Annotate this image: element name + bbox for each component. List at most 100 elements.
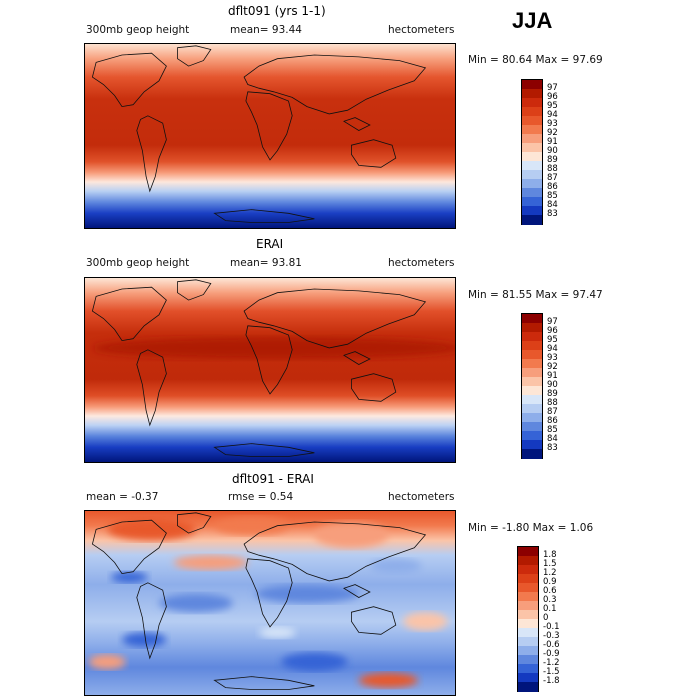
colorbar-cell — [518, 556, 538, 566]
colorbar-cell — [518, 583, 538, 593]
colorbar-tick-label: 86 — [547, 181, 558, 192]
colorbar-cell — [518, 664, 538, 674]
colorbar-tick-label: 88 — [547, 163, 558, 174]
anomaly-region — [173, 555, 248, 570]
coastline — [91, 52, 167, 108]
panel-mean-label: mean= 93.44 — [230, 24, 302, 36]
colorbar-cell — [522, 341, 542, 351]
anomaly-region — [110, 571, 148, 583]
field-background — [85, 278, 455, 462]
panel-mean-label: mean = -0.37 — [86, 491, 159, 503]
colorbar-cell — [522, 152, 542, 162]
anomaly-region — [214, 516, 289, 535]
colorbar-tick-label: 0.6 — [543, 585, 557, 596]
colorbar-cell — [522, 89, 542, 99]
panel-variable-label: 300mb geop height — [86, 24, 190, 36]
coastline — [343, 584, 371, 598]
coastline — [177, 279, 212, 301]
coastline — [243, 288, 427, 349]
colorbar-cell — [522, 431, 542, 441]
coastline — [177, 512, 212, 534]
colorbar-tick-label: -1.2 — [543, 657, 560, 668]
coastline — [136, 115, 167, 193]
colorbar-tick-label: 0.3 — [543, 594, 557, 605]
colorbar-cell — [522, 125, 542, 135]
colorbar-cell — [518, 682, 538, 692]
coastline — [213, 676, 315, 690]
field-background — [85, 44, 455, 228]
colorbar-tick-label: 83 — [547, 442, 558, 453]
colorbar-tick-label: 85 — [547, 424, 558, 435]
colorbar-tick-label: 0 — [543, 612, 549, 623]
coastline — [245, 325, 293, 395]
colorbar-cell — [518, 547, 538, 557]
coastline — [350, 139, 397, 168]
colorbar-cell — [522, 413, 542, 423]
colorbar-tick-label: 0.9 — [543, 576, 557, 587]
coastline — [213, 443, 315, 457]
anomaly-region — [281, 652, 348, 672]
colorbar-tick-label: 84 — [547, 199, 558, 210]
min-max-label: Min = 80.64 Max = 97.69 — [468, 54, 603, 66]
colorbar-tick-label: -0.9 — [543, 648, 560, 659]
panel-title: ERAI — [256, 237, 284, 251]
colorbar-cell — [522, 134, 542, 144]
map-field — [85, 44, 455, 228]
coastline — [136, 349, 167, 427]
anomaly-region — [88, 654, 126, 670]
colorbar-cell — [518, 646, 538, 656]
panel-rmse-label: rmse = 0.54 — [228, 491, 294, 503]
colorbar-tick-label: -0.3 — [543, 630, 560, 641]
colorbar-cell — [518, 592, 538, 602]
colorbar-tick-label: 97 — [547, 82, 558, 93]
colorbar-tick-label: 86 — [547, 415, 558, 426]
colorbar-tick-label: 96 — [547, 325, 558, 336]
colorbar-cell — [522, 161, 542, 171]
map-field — [85, 278, 455, 462]
colorbar-cell — [522, 368, 542, 378]
colorbar-cell — [522, 188, 542, 198]
colorbar-cell — [522, 395, 542, 405]
colorbar-cell — [522, 350, 542, 360]
colorbar-cell — [522, 179, 542, 189]
colorbar-tick-label: 90 — [547, 379, 558, 390]
anomaly-region — [314, 522, 389, 548]
coastline — [136, 582, 167, 660]
colorbar-cell — [522, 422, 542, 432]
colorbar-cell — [522, 80, 542, 90]
coastline — [243, 54, 427, 115]
colorbar-tick-label: 92 — [547, 127, 558, 138]
colorbar-cell — [518, 655, 538, 665]
colorbar-cell — [522, 170, 542, 180]
colorbar-cell — [522, 314, 542, 324]
colorbar-tick-label: 90 — [547, 145, 558, 156]
warm-band — [92, 336, 455, 359]
colorbar-tick-label: 96 — [547, 91, 558, 102]
colorbar-cell — [522, 107, 542, 117]
colorbar-cell — [522, 116, 542, 126]
colorbar-tick-label: 87 — [547, 172, 558, 183]
season-label: JJA — [512, 8, 553, 33]
panel-mean-label: mean= 93.81 — [230, 257, 302, 269]
colorbar-cell — [522, 332, 542, 342]
colorbar-cell — [522, 206, 542, 216]
coastline — [350, 373, 397, 402]
colorbar-cell — [518, 637, 538, 647]
colorbar-cell — [522, 215, 542, 225]
colorbar-tick-label: 83 — [547, 208, 558, 219]
colorbar-tick-label: 95 — [547, 334, 558, 345]
colorbar-tick-label: 89 — [547, 388, 558, 399]
colorbar-tick-label: 92 — [547, 361, 558, 372]
anomaly-region — [122, 632, 167, 648]
anomaly-region — [369, 558, 422, 574]
map-plot — [84, 510, 456, 696]
colorbar-cell — [522, 359, 542, 369]
colorbar-tick-label: 0.1 — [543, 603, 557, 614]
anomaly-region — [107, 518, 196, 541]
colorbar-cell — [522, 98, 542, 108]
colorbar-cell — [522, 377, 542, 387]
coastline — [91, 519, 167, 575]
map-plot — [84, 43, 456, 229]
panel-title: dflt091 (yrs 1-1) — [228, 4, 326, 18]
